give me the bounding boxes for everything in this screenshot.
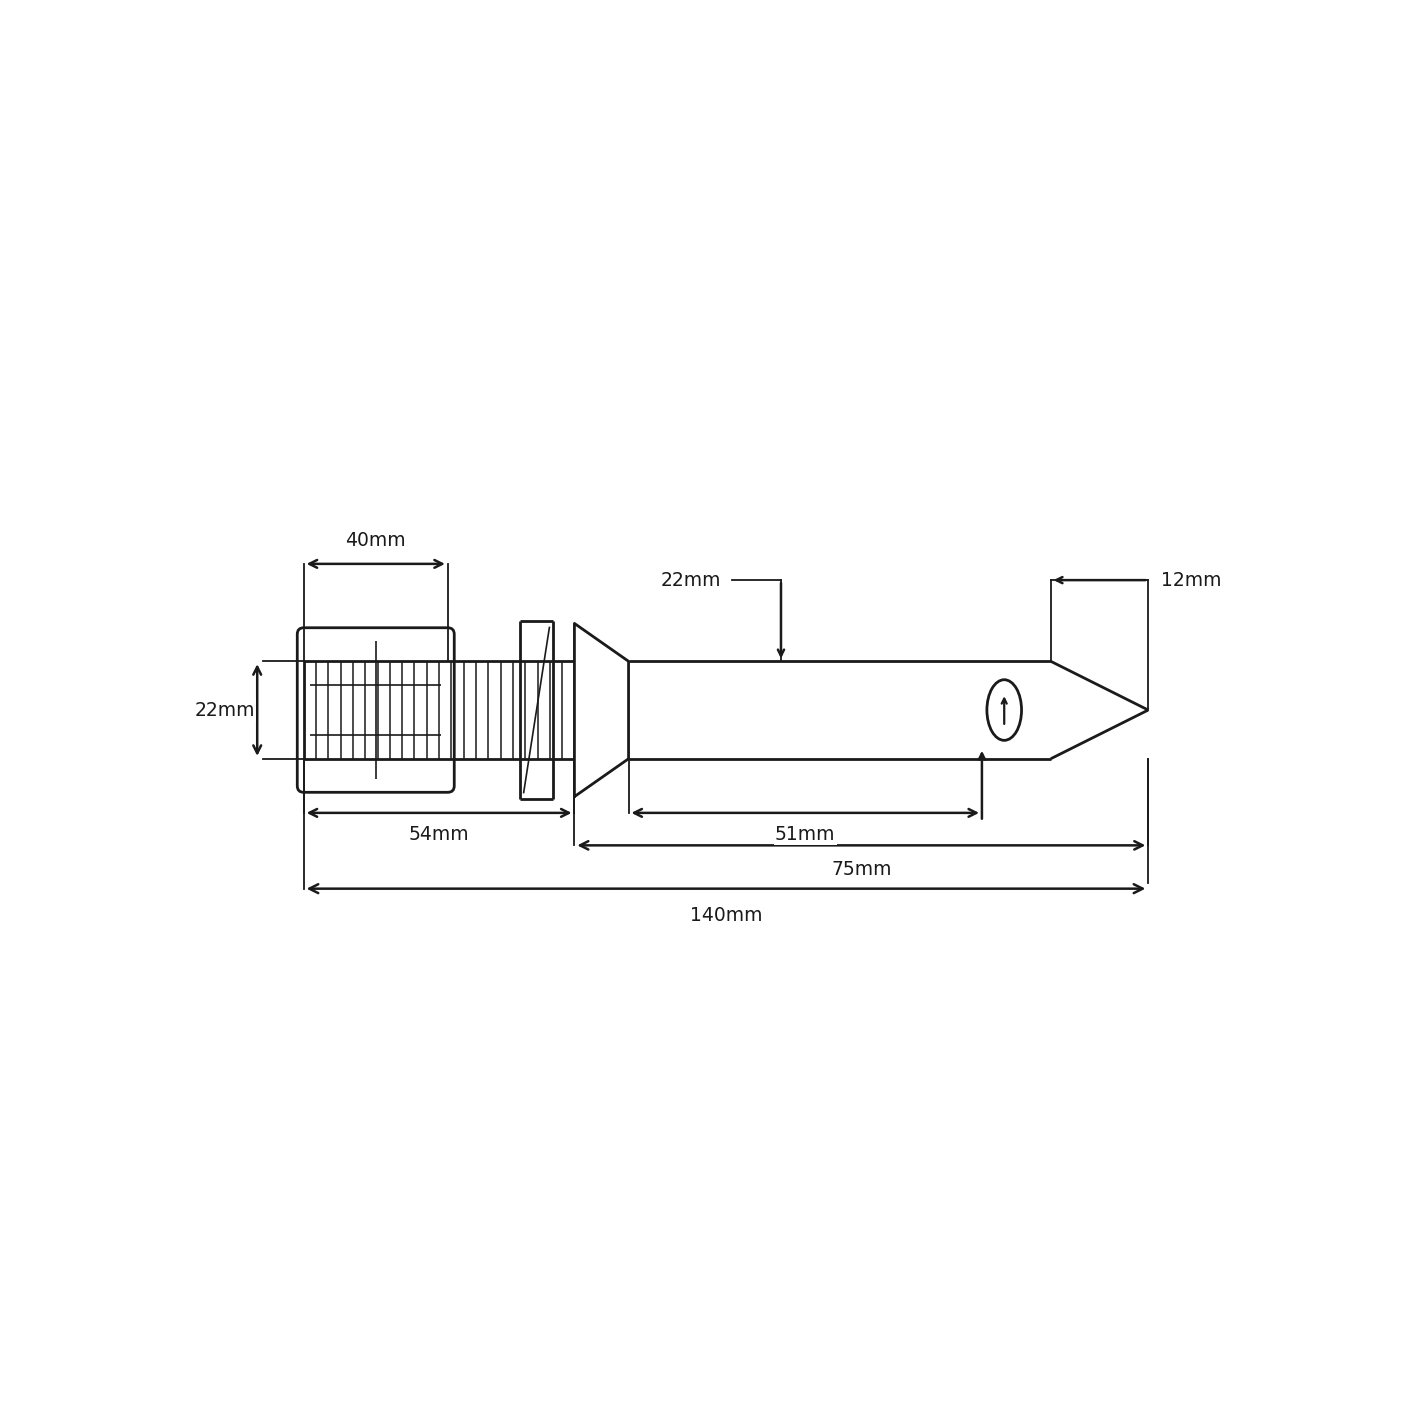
Text: 40mm: 40mm [346,530,406,550]
Text: 75mm: 75mm [831,859,891,879]
Text: 51mm: 51mm [775,825,835,844]
Text: 140mm: 140mm [690,907,762,925]
Text: 12mm: 12mm [1161,571,1222,589]
Text: 54mm: 54mm [409,825,470,844]
Text: 22mm: 22mm [661,571,721,589]
Text: 22mm: 22mm [194,700,254,720]
